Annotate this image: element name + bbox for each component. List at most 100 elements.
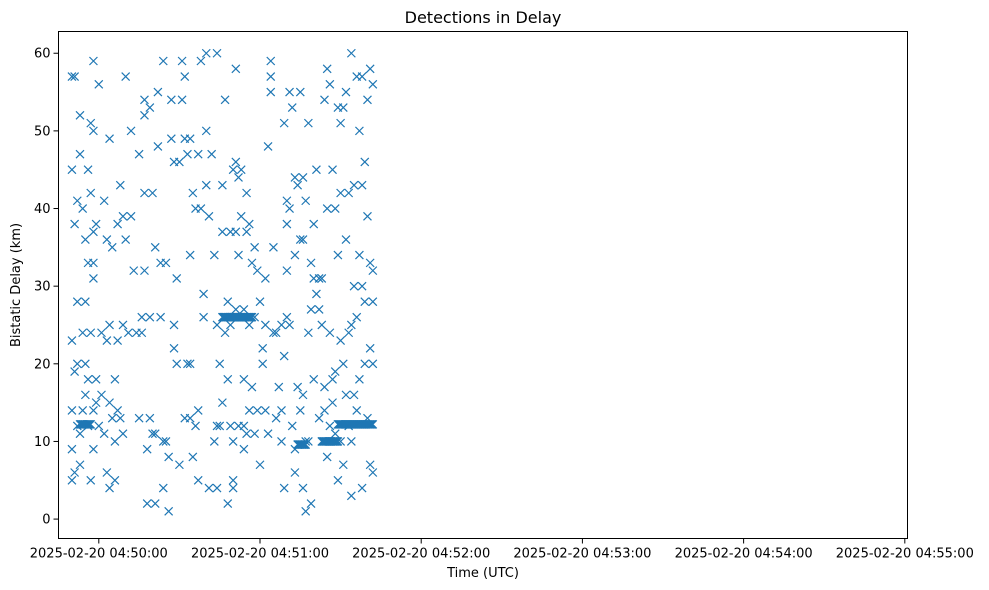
data-point-286 bbox=[344, 328, 354, 338]
data-point-217 bbox=[282, 219, 292, 229]
data-point-45 bbox=[97, 328, 106, 338]
data-point-263 bbox=[325, 79, 335, 89]
y-tick-label-6: 60 bbox=[34, 47, 51, 62]
data-point-125 bbox=[188, 188, 198, 198]
data-point-54 bbox=[105, 398, 114, 408]
data-point-260 bbox=[322, 64, 332, 74]
data-point-244 bbox=[306, 258, 316, 268]
data-point-308 bbox=[363, 95, 372, 105]
data-point-264 bbox=[325, 328, 335, 338]
data-point-233 bbox=[295, 405, 305, 415]
data-point-238 bbox=[301, 196, 311, 206]
data-point-314 bbox=[365, 460, 375, 470]
data-point-2 bbox=[67, 165, 77, 175]
data-point-120 bbox=[183, 359, 192, 369]
data-point-69 bbox=[121, 72, 131, 81]
data-point-186 bbox=[247, 258, 257, 268]
data-point-56 bbox=[107, 242, 117, 252]
data-point-1 bbox=[67, 336, 77, 345]
data-point-90 bbox=[148, 429, 157, 439]
data-point-12 bbox=[72, 359, 82, 369]
data-point-132 bbox=[196, 56, 206, 66]
data-point-253 bbox=[314, 305, 324, 314]
data-point-301 bbox=[357, 72, 367, 81]
data-point-40 bbox=[91, 219, 101, 229]
data-point-213 bbox=[279, 118, 289, 128]
data-point-103 bbox=[164, 452, 174, 462]
data-point-65 bbox=[115, 413, 125, 423]
data-point-241 bbox=[303, 118, 313, 128]
data-point-190 bbox=[250, 429, 260, 439]
y-axis-ticks: 0 10 20 30 40 50 60 bbox=[34, 47, 59, 528]
data-point-163 bbox=[228, 165, 238, 175]
data-point-115 bbox=[177, 95, 187, 105]
data-point-184 bbox=[244, 405, 254, 415]
data-point-259 bbox=[320, 405, 329, 415]
data-point-223 bbox=[287, 103, 297, 113]
data-point-6 bbox=[70, 72, 80, 81]
data-point-210 bbox=[277, 320, 286, 330]
data-point-86 bbox=[145, 103, 155, 113]
data-point-128 bbox=[191, 421, 200, 431]
x-tick-label-2: 2025-02-20 04:52:00 bbox=[352, 547, 490, 562]
data-point-111 bbox=[172, 359, 182, 369]
data-point-303 bbox=[357, 281, 367, 291]
data-point-195 bbox=[258, 359, 268, 369]
data-point-98 bbox=[158, 56, 168, 66]
data-point-237 bbox=[298, 483, 308, 493]
data-point-108 bbox=[169, 320, 179, 330]
data-point-89 bbox=[148, 188, 157, 198]
data-point-122 bbox=[185, 359, 195, 369]
data-point-135 bbox=[199, 312, 209, 322]
data-point-35 bbox=[89, 227, 98, 237]
data-point-271 bbox=[330, 429, 340, 439]
data-point-292 bbox=[349, 180, 359, 190]
data-point-72 bbox=[126, 126, 136, 136]
data-point-256 bbox=[317, 273, 327, 283]
data-points bbox=[67, 48, 378, 516]
data-point-155 bbox=[220, 328, 230, 338]
data-point-53 bbox=[105, 320, 114, 330]
plot-area bbox=[58, 31, 908, 539]
data-point-276 bbox=[336, 188, 346, 198]
data-point-219 bbox=[282, 266, 292, 276]
data-point-242 bbox=[303, 328, 313, 338]
data-point-293 bbox=[349, 281, 359, 291]
data-point-189 bbox=[250, 242, 260, 252]
data-point-234 bbox=[298, 173, 308, 182]
data-point-283 bbox=[341, 235, 351, 245]
data-point-305 bbox=[360, 157, 370, 167]
data-point-246 bbox=[306, 499, 316, 508]
data-point-214 bbox=[279, 351, 289, 361]
data-point-37 bbox=[89, 273, 98, 283]
data-point-133 bbox=[196, 204, 206, 213]
data-point-178 bbox=[239, 305, 249, 314]
data-point-226 bbox=[290, 250, 300, 260]
data-point-41 bbox=[91, 398, 101, 408]
data-point-279 bbox=[338, 103, 348, 113]
data-point-336 bbox=[86, 419, 96, 429]
data-point-59 bbox=[110, 437, 120, 446]
data-point-77 bbox=[134, 413, 144, 423]
data-point-230 bbox=[293, 382, 303, 392]
data-point-153 bbox=[220, 95, 230, 105]
data-point-212 bbox=[277, 437, 286, 446]
data-point-311 bbox=[365, 64, 375, 74]
data-point-315 bbox=[368, 79, 378, 89]
data-point-63 bbox=[113, 336, 123, 345]
data-point-58 bbox=[110, 374, 120, 384]
data-point-236 bbox=[298, 390, 308, 400]
data-point-269 bbox=[330, 204, 340, 213]
data-point-32 bbox=[86, 188, 96, 198]
data-point-192 bbox=[252, 405, 262, 415]
x-tick-label-4: 2025-02-20 04:54:00 bbox=[675, 547, 813, 562]
data-point-197 bbox=[260, 320, 270, 330]
data-point-166 bbox=[231, 227, 241, 237]
data-point-101 bbox=[161, 258, 171, 268]
data-point-218 bbox=[282, 312, 292, 322]
data-point-76 bbox=[134, 149, 144, 159]
data-point-57 bbox=[107, 413, 117, 423]
data-point-206 bbox=[269, 328, 278, 338]
data-point-110 bbox=[172, 273, 182, 283]
data-point-84 bbox=[142, 499, 152, 508]
